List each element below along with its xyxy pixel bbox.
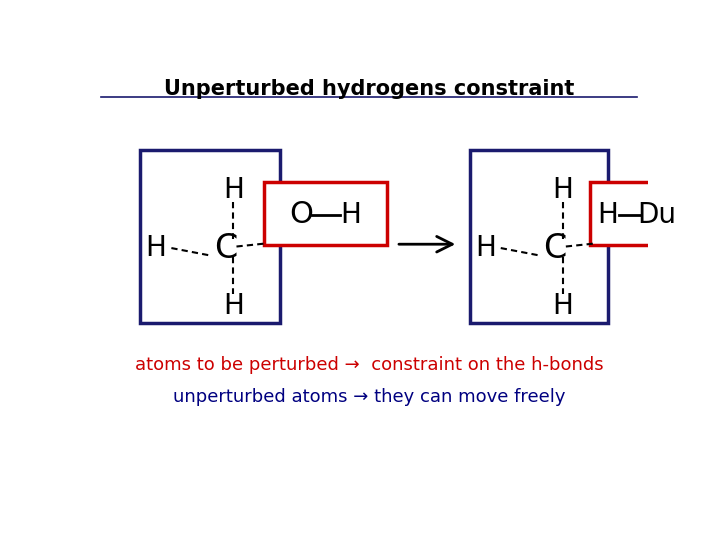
Text: H: H [223,176,244,204]
Text: Unperturbed hydrogens constraint: Unperturbed hydrogens constraint [164,79,574,99]
Bar [469,150,608,323]
Text: Du: Du [637,201,676,229]
Bar [140,150,280,323]
Text: H: H [145,234,166,262]
Text: H: H [474,234,495,262]
Text: atoms to be perturbed →  constraint on the h-bonds: atoms to be perturbed → constraint on th… [135,356,603,374]
Text: unperturbed atoms → they can move freely: unperturbed atoms → they can move freely [173,388,565,407]
Text: H: H [223,292,244,320]
Text: H: H [340,201,361,229]
Text: C: C [544,232,567,265]
Text: H: H [552,292,573,320]
Text: O: O [289,200,312,230]
Text: C: C [214,232,238,265]
Text: H: H [598,201,618,229]
Bar [590,182,720,245]
Bar [264,182,387,245]
Text: H: H [552,176,573,204]
